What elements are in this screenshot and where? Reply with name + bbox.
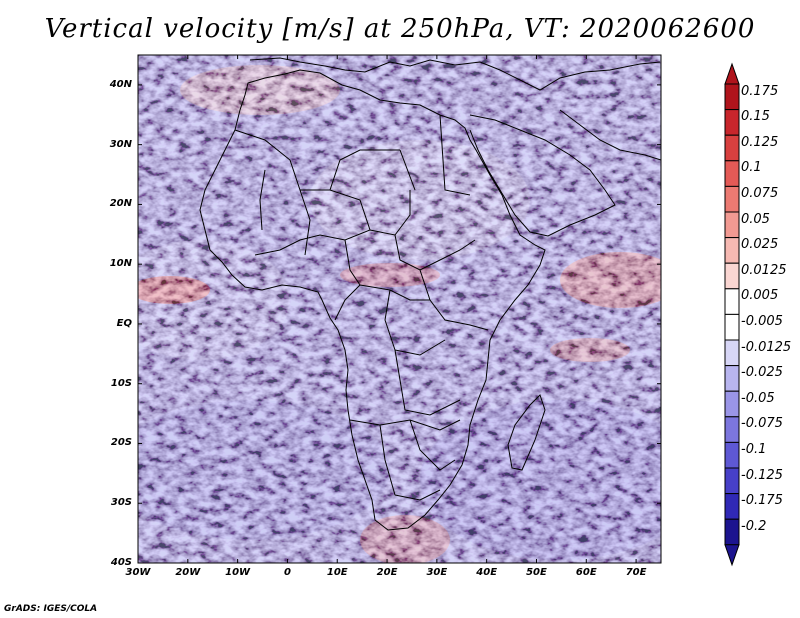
- colorbar-swatch: [724, 390, 740, 418]
- colorbar-label: -0.005: [741, 314, 783, 329]
- lon-label: 50E: [526, 567, 547, 578]
- coastlines: [199, 57, 661, 531]
- colorbar-swatch: [724, 185, 740, 213]
- colorbar-swatch: [724, 134, 740, 162]
- borders-central: [334, 234, 489, 416]
- lat-label: 10S: [110, 377, 132, 389]
- map-title: Vertical velocity [m/s] at 250hPa, VT: 2…: [44, 14, 756, 44]
- plot-frame: [137, 54, 662, 564]
- lon-label: 30W: [125, 567, 151, 578]
- colorbar-label: -0.2: [741, 518, 767, 534]
- lat-label: 30N: [109, 138, 132, 150]
- field-texture: [138, 55, 661, 563]
- colorbar-swatch: [724, 441, 740, 469]
- lat-label: 20N: [109, 198, 132, 210]
- borders-west: [234, 114, 471, 256]
- africa-coastline: [199, 69, 546, 531]
- colorbar-swatch: [724, 211, 740, 239]
- axis-ticks: [137, 55, 661, 564]
- lon-label: 20E: [376, 567, 398, 578]
- lat-label: 40S: [110, 557, 132, 568]
- colorbar-swatch: [724, 262, 740, 290]
- lat-label: 10N: [109, 258, 132, 270]
- colorbar-label: 0.025: [741, 237, 779, 253]
- colorbar-swatch: [724, 416, 740, 443]
- lat-label: 30S: [110, 497, 132, 509]
- lon-label: 40E: [476, 567, 498, 578]
- grads-credit: GrADS: IGES/COLA: [4, 604, 98, 614]
- colorbar-swatch: [724, 237, 740, 264]
- colorbar-label: 0.005: [741, 288, 779, 304]
- colorbar-label: 0.15: [741, 109, 770, 125]
- arabia-coastline: [469, 114, 616, 237]
- madagascar-coastline: [507, 394, 546, 471]
- lon-label: 60E: [575, 567, 597, 578]
- colorbar-swatch: [724, 518, 740, 546]
- colorbar-label: -0.025: [741, 365, 783, 381]
- colorbar-swatch: [724, 493, 740, 520]
- lon-label: 30E: [426, 567, 448, 578]
- colorbar-label: -0.125: [741, 467, 783, 483]
- lat-label: EQ: [116, 317, 132, 329]
- lon-label: 70E: [625, 567, 647, 578]
- lon-label: 10E: [326, 567, 348, 578]
- europe-coastline: [249, 57, 661, 91]
- lon-label: 20W: [175, 567, 201, 578]
- colorbar: [724, 62, 740, 567]
- colorbar-label: -0.0125: [741, 339, 792, 355]
- colorbar-label: -0.1: [741, 442, 767, 457]
- colorbar-swatch: [724, 160, 740, 187]
- colorbar-swatch: [724, 109, 740, 136]
- colorbar-label: 0.1: [741, 160, 762, 176]
- colorbar-label: 0.05: [741, 211, 770, 227]
- colorbar-arrow-top: [724, 62, 740, 85]
- colorbar-swatch: [724, 365, 740, 392]
- borders-south: [349, 419, 461, 501]
- lat-label: 20S: [110, 437, 132, 449]
- colorbar-label: 0.075: [741, 186, 779, 201]
- lon-label: 0: [283, 567, 291, 578]
- lat-label: 40N: [109, 78, 132, 90]
- colorbar-arrow-bottom: [724, 544, 740, 567]
- persian-coast: [559, 109, 661, 161]
- colorbar-label: 0.175: [741, 83, 779, 99]
- colorbar-swatch: [724, 467, 740, 495]
- lon-label: 10W: [225, 567, 251, 578]
- colorbar-label: 0.125: [741, 134, 779, 150]
- colorbar-label: -0.05: [741, 390, 775, 406]
- colorbar-label: -0.075: [741, 416, 783, 432]
- field-plot: [138, 55, 661, 563]
- colorbar-swatch: [724, 339, 740, 367]
- colorbar-label: 0.0125: [741, 262, 787, 278]
- colorbar-swatch: [724, 288, 740, 315]
- colorbar-label: -0.175: [741, 493, 783, 509]
- colorbar-swatch: [724, 313, 740, 341]
- colorbar-swatch: [724, 83, 740, 111]
